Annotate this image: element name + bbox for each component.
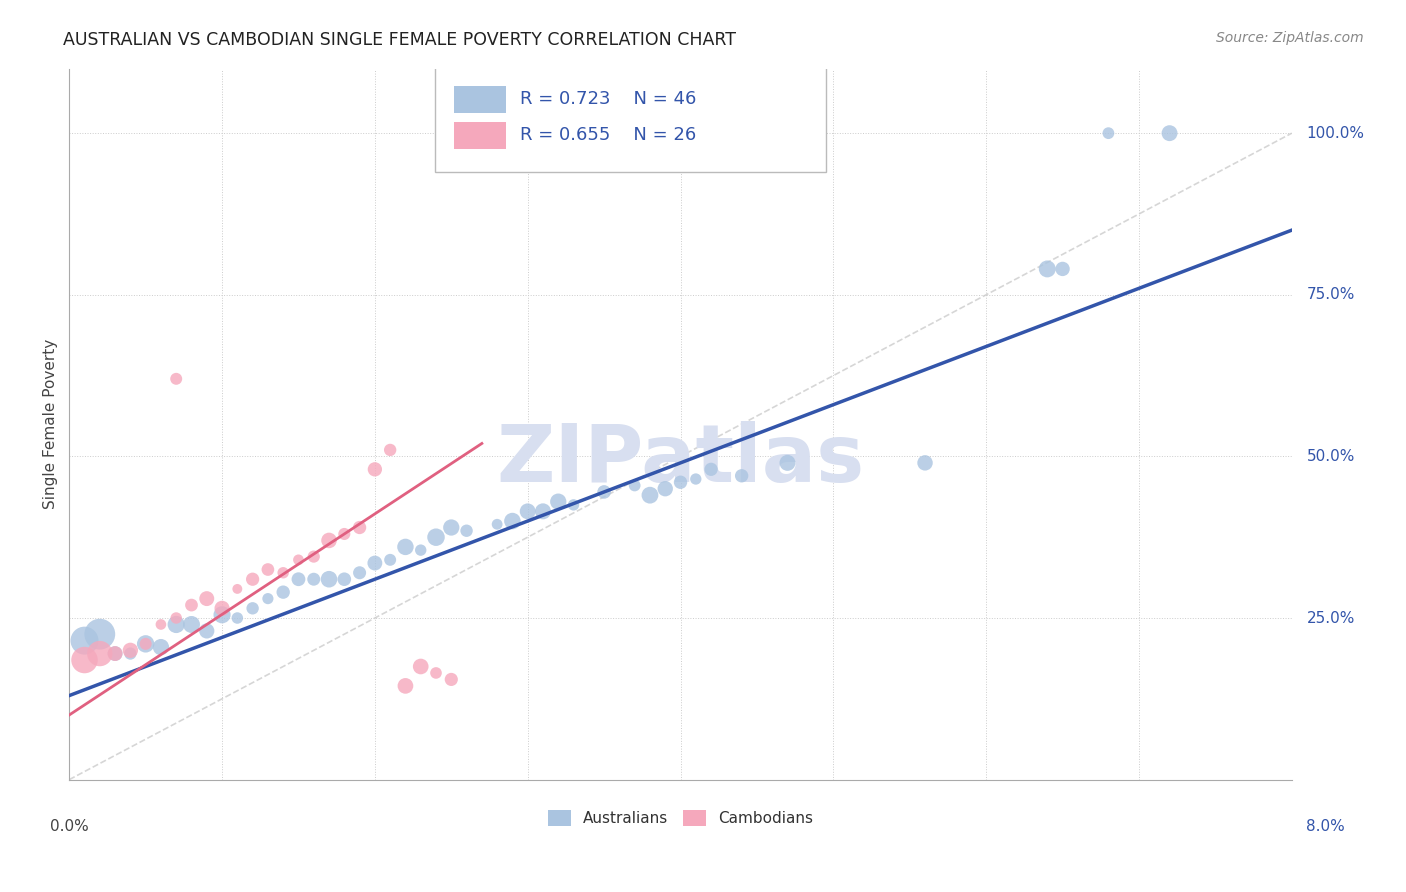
Point bbox=[394, 540, 416, 554]
Point bbox=[302, 572, 325, 586]
Text: AUSTRALIAN VS CAMBODIAN SINGLE FEMALE POVERTY CORRELATION CHART: AUSTRALIAN VS CAMBODIAN SINGLE FEMALE PO… bbox=[63, 31, 737, 49]
Point bbox=[149, 640, 172, 654]
Point bbox=[257, 562, 280, 576]
Point bbox=[73, 653, 96, 667]
Text: 8.0%: 8.0% bbox=[1306, 819, 1346, 834]
Point bbox=[271, 566, 294, 580]
Point bbox=[349, 566, 371, 580]
Point bbox=[531, 504, 554, 518]
Text: 75.0%: 75.0% bbox=[1306, 287, 1355, 302]
Point bbox=[195, 591, 218, 606]
Point bbox=[333, 527, 356, 541]
Text: 100.0%: 100.0% bbox=[1306, 126, 1364, 141]
Point bbox=[165, 611, 187, 625]
Point bbox=[180, 617, 202, 632]
Point bbox=[302, 549, 325, 564]
Point bbox=[593, 485, 616, 500]
Text: R = 0.723    N = 46: R = 0.723 N = 46 bbox=[520, 90, 697, 108]
Point bbox=[89, 647, 111, 661]
Point bbox=[685, 472, 707, 486]
Point bbox=[914, 456, 936, 470]
FancyBboxPatch shape bbox=[454, 122, 506, 149]
Point bbox=[318, 572, 340, 586]
Text: ZIPatlas: ZIPatlas bbox=[496, 421, 865, 499]
Point bbox=[1052, 261, 1074, 276]
Point bbox=[120, 643, 142, 657]
FancyBboxPatch shape bbox=[434, 67, 825, 171]
Text: 25.0%: 25.0% bbox=[1306, 610, 1355, 625]
Legend: Australians, Cambodians: Australians, Cambodians bbox=[541, 805, 820, 832]
Point bbox=[547, 494, 569, 508]
Point bbox=[104, 647, 127, 661]
Point bbox=[180, 598, 202, 612]
Point bbox=[1159, 126, 1181, 140]
Point bbox=[456, 524, 478, 538]
Point bbox=[776, 456, 799, 470]
Point bbox=[271, 585, 294, 599]
Point bbox=[654, 482, 676, 496]
Point bbox=[135, 637, 157, 651]
Point bbox=[149, 617, 172, 632]
Y-axis label: Single Female Poverty: Single Female Poverty bbox=[44, 339, 58, 509]
Point bbox=[409, 659, 432, 673]
Point bbox=[516, 504, 538, 518]
Point bbox=[242, 601, 264, 615]
Point bbox=[226, 582, 249, 596]
Point bbox=[211, 601, 233, 615]
Point bbox=[730, 468, 752, 483]
Point bbox=[440, 673, 463, 687]
Text: 50.0%: 50.0% bbox=[1306, 449, 1355, 464]
Text: R = 0.655    N = 26: R = 0.655 N = 26 bbox=[520, 126, 696, 144]
Point bbox=[501, 514, 523, 528]
Point bbox=[425, 665, 447, 680]
Text: Source: ZipAtlas.com: Source: ZipAtlas.com bbox=[1216, 31, 1364, 45]
Point bbox=[287, 553, 309, 567]
Point bbox=[165, 617, 187, 632]
Point bbox=[364, 556, 387, 570]
Point bbox=[242, 572, 264, 586]
Point bbox=[378, 442, 401, 457]
Point bbox=[195, 624, 218, 638]
Point bbox=[623, 478, 645, 492]
Point bbox=[135, 637, 157, 651]
Point bbox=[394, 679, 416, 693]
Point bbox=[486, 517, 509, 532]
Point bbox=[73, 633, 96, 648]
Point bbox=[1097, 126, 1119, 140]
Point bbox=[638, 488, 661, 502]
Point bbox=[333, 572, 356, 586]
Point bbox=[378, 553, 401, 567]
Point bbox=[1036, 261, 1059, 276]
Point bbox=[165, 372, 187, 386]
FancyBboxPatch shape bbox=[454, 87, 506, 113]
Point bbox=[349, 520, 371, 534]
Point bbox=[257, 591, 280, 606]
Point bbox=[562, 498, 585, 512]
Point bbox=[120, 647, 142, 661]
Point bbox=[440, 520, 463, 534]
Text: 0.0%: 0.0% bbox=[49, 819, 89, 834]
Point bbox=[211, 607, 233, 622]
Point bbox=[318, 533, 340, 548]
Point bbox=[89, 627, 111, 641]
Point bbox=[425, 530, 447, 544]
Point bbox=[364, 462, 387, 476]
Point bbox=[104, 647, 127, 661]
Point bbox=[287, 572, 309, 586]
Point bbox=[226, 611, 249, 625]
Point bbox=[700, 462, 723, 476]
Point bbox=[409, 543, 432, 558]
Point bbox=[669, 475, 692, 490]
